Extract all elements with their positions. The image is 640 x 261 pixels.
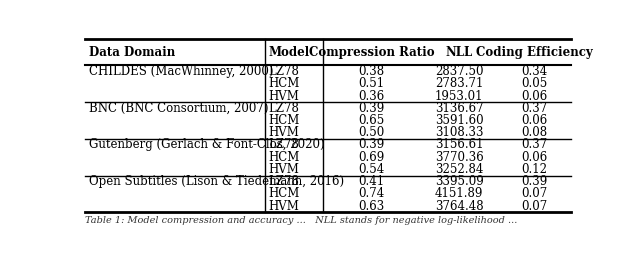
Text: HCM: HCM	[269, 77, 300, 90]
Text: 0.07: 0.07	[522, 187, 548, 200]
Text: 3156.61: 3156.61	[435, 138, 483, 151]
Text: LZ78: LZ78	[269, 65, 300, 78]
Text: LZ78: LZ78	[269, 138, 300, 151]
Text: 0.39: 0.39	[522, 175, 548, 188]
Text: Table 1: Model compression and accuracy ...   NLL stands for negative log-likeli: Table 1: Model compression and accuracy …	[85, 216, 517, 225]
Text: 0.63: 0.63	[358, 200, 385, 212]
Text: 3136.67: 3136.67	[435, 102, 484, 115]
Text: 0.54: 0.54	[358, 163, 385, 176]
Text: HVM: HVM	[269, 126, 300, 139]
Text: HVM: HVM	[269, 200, 300, 212]
Text: 2837.50: 2837.50	[435, 65, 483, 78]
Text: 0.65: 0.65	[358, 114, 385, 127]
Text: 0.37: 0.37	[522, 138, 548, 151]
Text: 4151.89: 4151.89	[435, 187, 483, 200]
Text: 0.06: 0.06	[522, 114, 548, 127]
Text: BNC (BNC Consortium, 2007): BNC (BNC Consortium, 2007)	[89, 102, 268, 115]
Text: 0.12: 0.12	[522, 163, 548, 176]
Text: HCM: HCM	[269, 187, 300, 200]
Text: 0.50: 0.50	[358, 126, 385, 139]
Text: 0.51: 0.51	[358, 77, 385, 90]
Text: 0.69: 0.69	[358, 151, 385, 164]
Text: 0.38: 0.38	[358, 65, 385, 78]
Text: 0.08: 0.08	[522, 126, 548, 139]
Text: 0.06: 0.06	[522, 90, 548, 103]
Text: 0.39: 0.39	[358, 138, 385, 151]
Text: 3108.33: 3108.33	[435, 126, 483, 139]
Text: HCM: HCM	[269, 114, 300, 127]
Text: LZ78: LZ78	[269, 175, 300, 188]
Text: LZ78: LZ78	[269, 102, 300, 115]
Text: NLL: NLL	[445, 46, 473, 59]
Text: Open Subtitles (Lison & Tiedemann, 2016): Open Subtitles (Lison & Tiedemann, 2016)	[89, 175, 344, 188]
Text: Data Domain: Data Domain	[89, 46, 175, 59]
Text: Compression Ratio: Compression Ratio	[309, 46, 435, 59]
Text: 1953.01: 1953.01	[435, 90, 483, 103]
Text: 0.07: 0.07	[522, 200, 548, 212]
Text: 0.74: 0.74	[358, 187, 385, 200]
Text: CHILDES (MacWhinney, 2000): CHILDES (MacWhinney, 2000)	[89, 65, 273, 78]
Text: 0.36: 0.36	[358, 90, 385, 103]
Text: Model: Model	[269, 46, 310, 59]
Text: Gutenberg (Gerlach & Font-Clos, 2020): Gutenberg (Gerlach & Font-Clos, 2020)	[89, 138, 324, 151]
Text: 3591.60: 3591.60	[435, 114, 484, 127]
Text: 3395.09: 3395.09	[435, 175, 484, 188]
Text: HCM: HCM	[269, 151, 300, 164]
Text: 3770.36: 3770.36	[435, 151, 484, 164]
Text: 0.39: 0.39	[358, 102, 385, 115]
Text: HVM: HVM	[269, 90, 300, 103]
Text: 0.41: 0.41	[358, 175, 385, 188]
Text: HVM: HVM	[269, 163, 300, 176]
Text: Coding Efficiency: Coding Efficiency	[476, 46, 593, 59]
Text: 0.37: 0.37	[522, 102, 548, 115]
Text: 0.34: 0.34	[522, 65, 548, 78]
Text: 0.06: 0.06	[522, 151, 548, 164]
Text: 2783.71: 2783.71	[435, 77, 483, 90]
Text: 3252.84: 3252.84	[435, 163, 483, 176]
Text: 0.05: 0.05	[522, 77, 548, 90]
Text: 3764.48: 3764.48	[435, 200, 484, 212]
